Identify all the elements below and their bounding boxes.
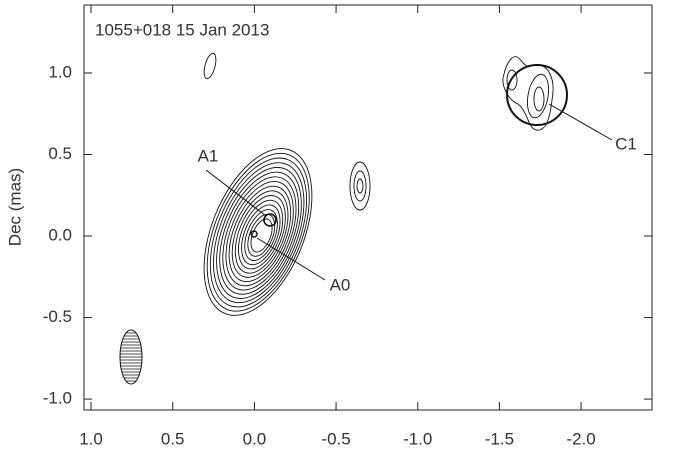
contour-line xyxy=(219,171,300,295)
contour-line xyxy=(222,176,297,291)
contour-line xyxy=(349,161,371,211)
x-tick-label: 0.0 xyxy=(243,429,267,448)
contour-line xyxy=(231,190,289,278)
x-tick-label: 1.0 xyxy=(79,429,103,448)
contour-line xyxy=(244,209,278,261)
contour-line xyxy=(203,148,313,316)
x-tick-label: 0.5 xyxy=(161,429,185,448)
beam xyxy=(119,329,143,385)
contour-line xyxy=(234,195,286,274)
y-tick-label: 1.0 xyxy=(48,62,72,81)
component-markers xyxy=(205,64,613,281)
plot-frame xyxy=(83,4,653,411)
contour-line xyxy=(213,162,305,304)
x-tick-label: -1.5 xyxy=(485,429,514,448)
contour-line xyxy=(225,181,294,287)
contour-line xyxy=(228,185,292,283)
contour-line xyxy=(353,170,367,202)
y-tick-label: -1.0 xyxy=(43,389,72,408)
contour-line xyxy=(216,166,302,299)
y-tick-label: -0.5 xyxy=(43,307,72,326)
contour-line xyxy=(238,199,284,270)
contour-line xyxy=(506,69,518,91)
contour-line xyxy=(206,152,310,312)
contour-line xyxy=(209,157,308,308)
contour-line xyxy=(533,86,545,112)
chart-title: 1055+018 15 Jan 2013 xyxy=(95,20,269,39)
x-tick-label: -0.5 xyxy=(321,429,350,448)
contours xyxy=(203,52,554,316)
contour-line xyxy=(356,178,364,194)
contour-line xyxy=(250,218,273,253)
x-tick-label: -1.0 xyxy=(403,429,432,448)
annotation: C1 xyxy=(615,134,637,153)
y-tick-label: 0.0 xyxy=(48,226,72,245)
contour-line xyxy=(203,52,217,80)
y-axis-label: Dec (mas) xyxy=(5,168,24,246)
contour-line xyxy=(526,73,550,119)
contour-line xyxy=(241,204,281,266)
annotation: A0 xyxy=(330,275,351,294)
x-tick-label: -2.0 xyxy=(566,429,595,448)
annotation: A1 xyxy=(198,146,219,165)
y-tick-label: 0.5 xyxy=(48,144,72,163)
